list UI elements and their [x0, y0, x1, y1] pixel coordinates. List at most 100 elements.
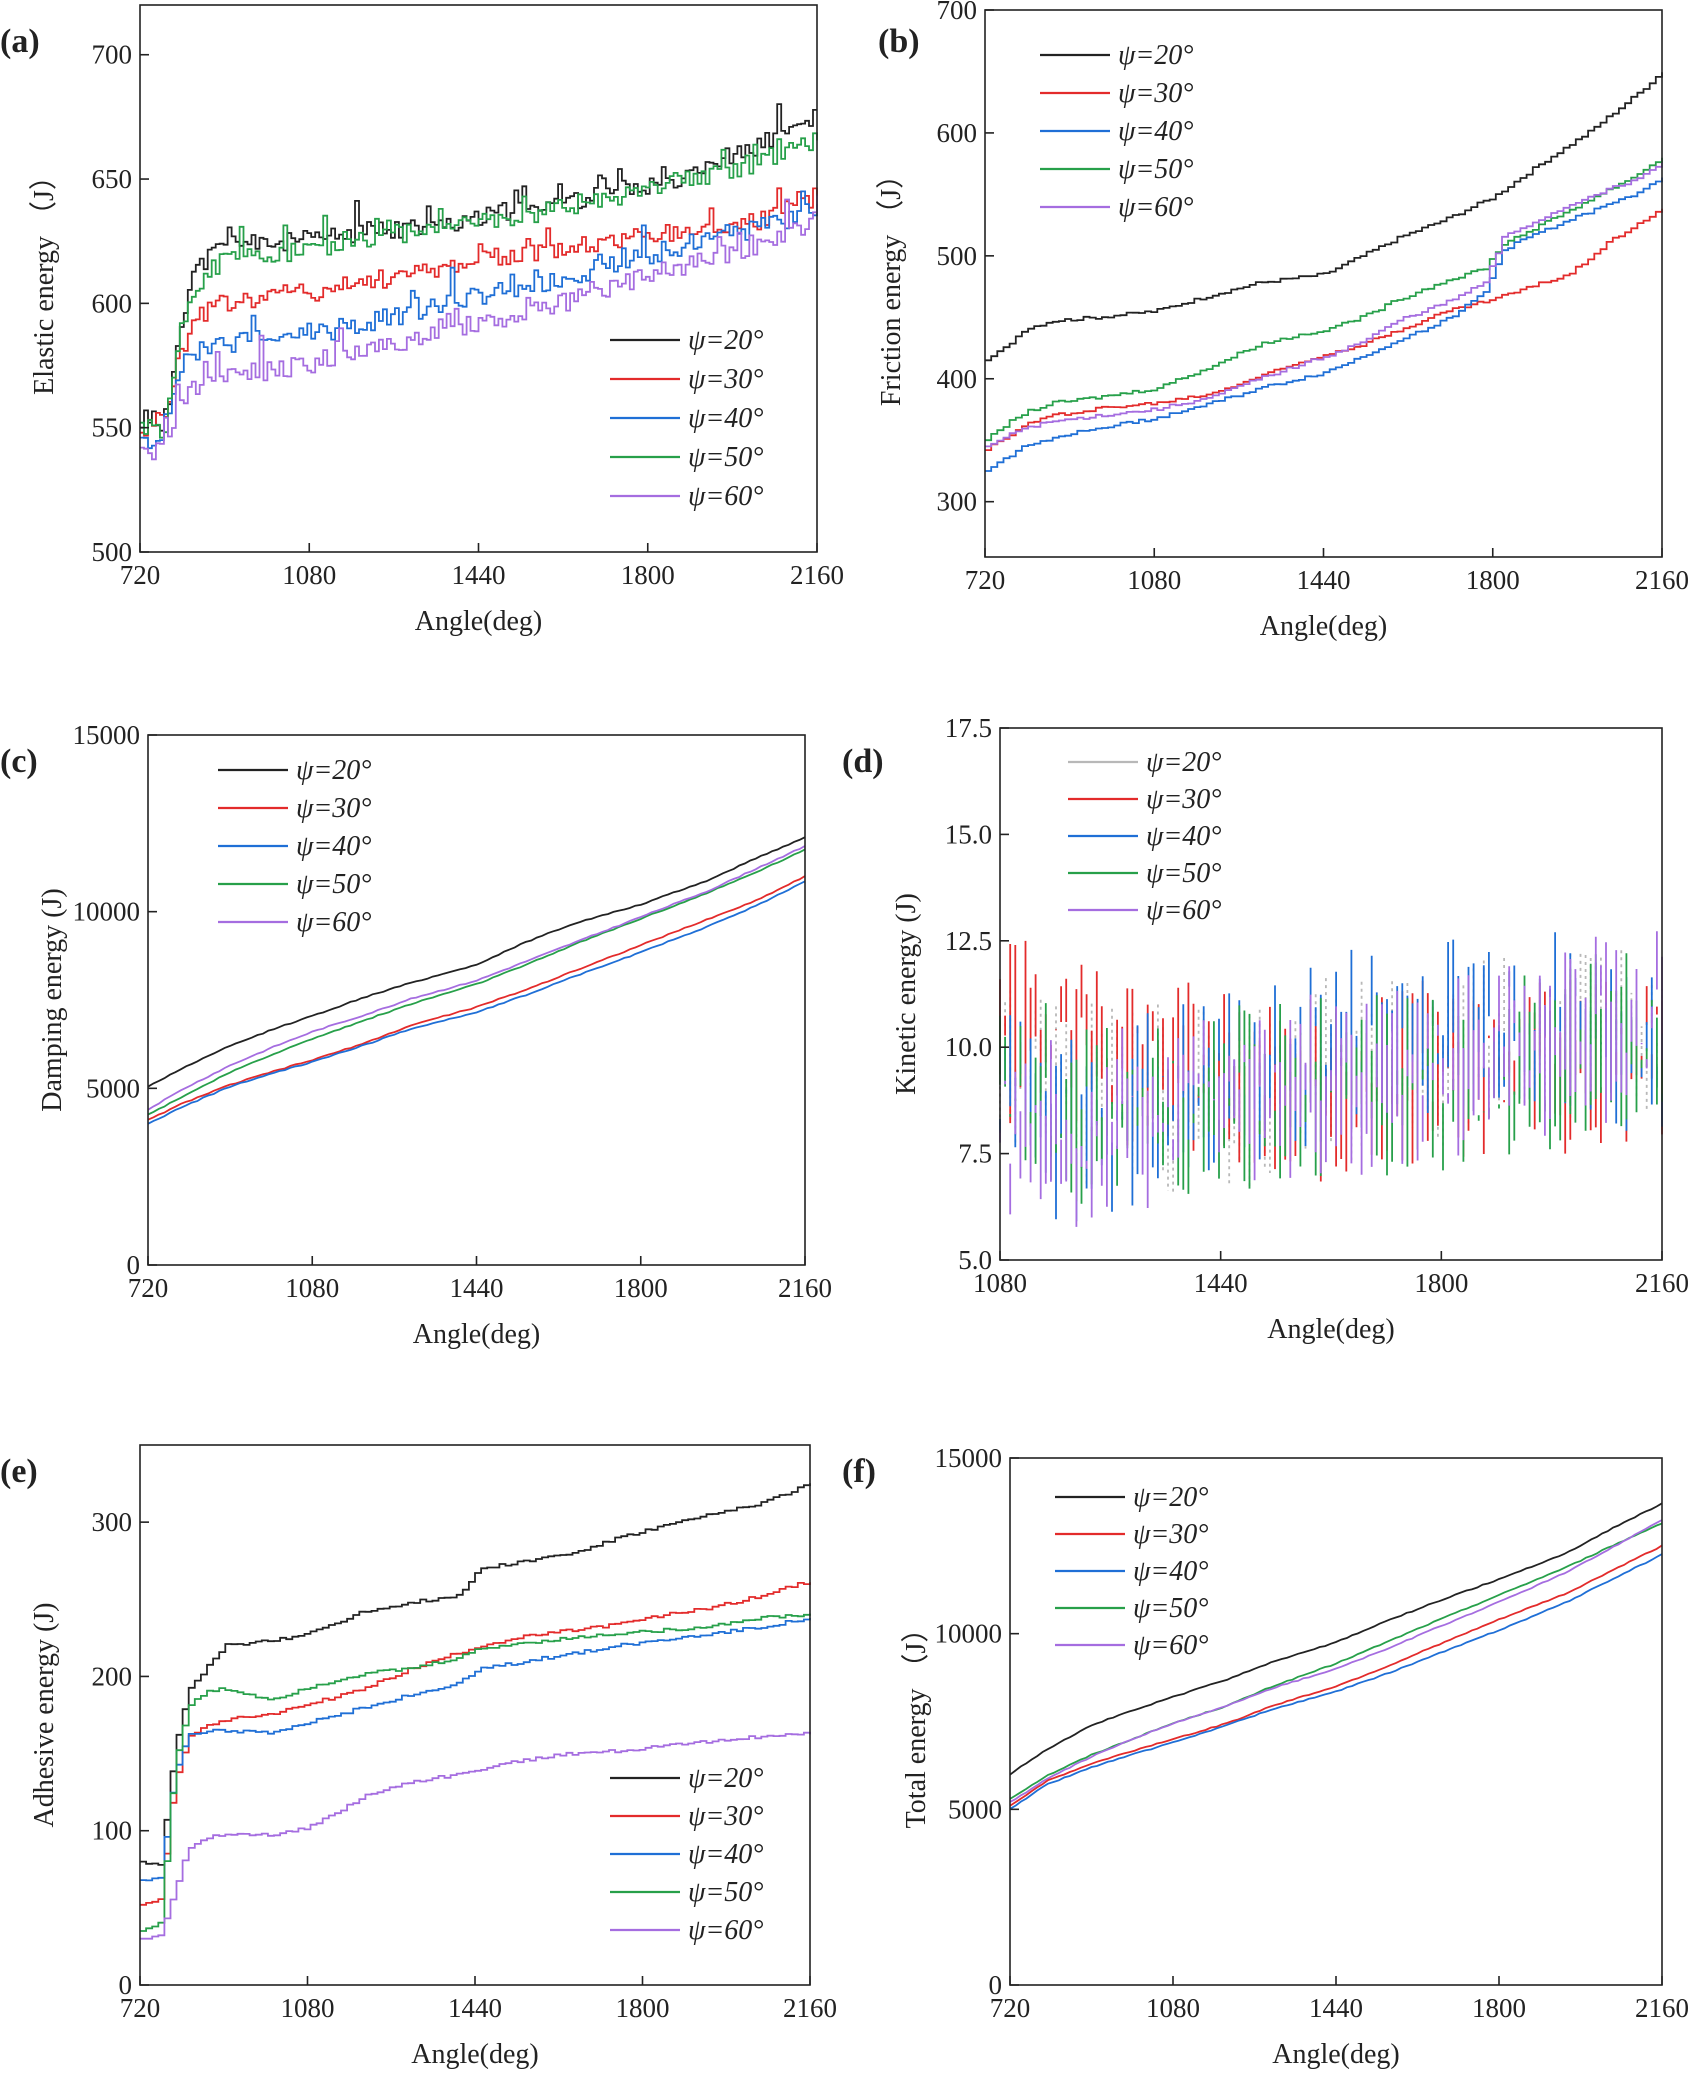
x-tick-label: 1080 — [285, 1273, 339, 1303]
x-tick-label: 1080 — [282, 560, 336, 590]
legend-entry: ψ=60° — [1146, 895, 1221, 926]
x-tick-label: 2160 — [783, 1993, 837, 2023]
panel-label: (e) — [0, 1453, 38, 1490]
y-tick-label: 300 — [937, 487, 978, 517]
series-line-2 — [140, 1582, 811, 1906]
legend-entry: ψ=60° — [688, 481, 763, 512]
series-line-2 — [985, 208, 1663, 451]
legend: ψ=20° ψ=30° ψ=40° ψ=50° ψ=60° — [218, 755, 371, 938]
x-tick-label: 1440 — [1309, 1993, 1363, 2023]
y-tick-label: 5.0 — [958, 1245, 992, 1275]
legend-entry: ψ=60° — [688, 1915, 763, 1946]
panel-label: (d) — [842, 743, 884, 780]
panel-c: 720 1080 1440 1800 2160 0 5000 10000 15000 Angle(… — [0, 720, 832, 1350]
legend-entry: ψ=50° — [1146, 858, 1221, 889]
series-line-1 — [147, 836, 806, 1088]
x-tick-label: 720 — [120, 560, 161, 590]
series-line-2 — [1009, 1544, 1663, 1807]
y-tick-label: 600 — [92, 288, 133, 318]
series-line-3 — [1009, 1553, 1663, 1810]
legend-entry: ψ=60° — [296, 907, 371, 938]
x-tick-label: 1800 — [1466, 565, 1520, 595]
x-tick-label: 1800 — [1414, 1268, 1468, 1298]
legend-entry: ψ=50° — [296, 869, 371, 900]
panel-label: (a) — [0, 23, 40, 60]
x-tick-label: 1800 — [621, 560, 675, 590]
x-tick-label: 1080 — [973, 1268, 1027, 1298]
series-line-4 — [147, 848, 806, 1116]
y-tick-label: 600 — [937, 118, 978, 148]
x-axis-title: Angle(deg) — [1260, 611, 1388, 642]
x-tick-label: 1440 — [448, 1993, 502, 2023]
series-line-5 — [999, 931, 1663, 1227]
y-tick-label: 15000 — [73, 720, 141, 750]
y-axis-title: Total energy （J） — [900, 1615, 932, 1829]
series-line-2 — [147, 875, 806, 1121]
x-tick-label: 720 — [128, 1273, 169, 1303]
legend-entry: ψ=40° — [688, 403, 763, 434]
legend-entry: ψ=40° — [1146, 821, 1221, 852]
x-tick-label: 1440 — [450, 1273, 504, 1303]
legend-entry: ψ=20° — [1146, 747, 1221, 778]
y-axis-title: Adhesive energy (J) — [29, 1603, 60, 1828]
plot-frame — [147, 734, 806, 1266]
series-line-4 — [140, 1613, 811, 1932]
y-tick-label: 15.0 — [945, 819, 992, 849]
x-tick-label: 1080 — [1127, 565, 1181, 595]
x-tick-label: 720 — [965, 565, 1006, 595]
y-tick-label: 10.0 — [945, 1032, 992, 1062]
series-line-5 — [985, 162, 1663, 448]
x-tick-label: 2160 — [1635, 1993, 1689, 2023]
y-tick-label: 5000 — [86, 1073, 140, 1103]
panel-d: 1080 1440 1800 2160 5.0 7.5 10.0 12.5 15.0 17.5 An… — [842, 713, 1689, 1345]
legend-entry: ψ=60° — [1133, 1630, 1208, 1661]
legend-entry: ψ=60° — [1118, 192, 1193, 223]
legend: ψ=20° ψ=30° ψ=40° ψ=50° ψ=60° — [610, 325, 763, 512]
y-axis-title: Elastic energy （J） — [28, 162, 60, 395]
legend-entry: ψ=50° — [688, 442, 763, 473]
series-line-5 — [147, 845, 806, 1111]
series-line-3 — [140, 190, 818, 450]
legend-entry: ψ=20° — [688, 325, 763, 356]
y-tick-label: 500 — [937, 241, 978, 271]
series-line-3 — [147, 880, 806, 1125]
panel-a: 720 1080 1440 1800 2160 500 550 600 650 700 Angle(… — [0, 4, 844, 637]
x-tick-label: 1440 — [1297, 565, 1351, 595]
y-tick-label: 0 — [127, 1250, 141, 1280]
x-tick-label: 1800 — [614, 1273, 668, 1303]
panel-b: 720 1080 1440 1800 2160 300 400 500 600 700 Angle(… — [875, 0, 1689, 642]
legend-entry: ψ=40° — [1118, 116, 1193, 147]
legend-entry: ψ=30° — [296, 793, 371, 824]
series-line-1 — [1009, 1502, 1663, 1776]
legend-entry: ψ=20° — [1118, 40, 1193, 71]
legend-entry: ψ=30° — [1133, 1519, 1208, 1550]
y-axis-title: Friction energy （J） — [875, 161, 907, 406]
series-line-1 — [140, 1483, 811, 1866]
series-line-1 — [985, 72, 1663, 362]
series-line-4 — [140, 132, 818, 439]
y-tick-label: 650 — [92, 164, 133, 194]
y-axis-title: Kinetic energy (J) — [891, 893, 922, 1095]
legend-entry: ψ=40° — [1133, 1556, 1208, 1587]
x-tick-label: 720 — [990, 1993, 1031, 2023]
legend-entry: ψ=30° — [688, 1801, 763, 1832]
series-line-5 — [140, 1731, 811, 1940]
legend-entry: ψ=50° — [1118, 154, 1193, 185]
x-tick-label: 2160 — [1635, 565, 1689, 595]
series-line-4 — [985, 157, 1663, 442]
legend-entry: ψ=40° — [296, 831, 371, 862]
series-line-3 — [140, 1618, 811, 1882]
x-axis-title: Angle(deg) — [413, 1319, 541, 1350]
x-axis-title: Angle(deg) — [1272, 2039, 1400, 2070]
y-tick-label: 10000 — [935, 1619, 1003, 1649]
x-tick-label: 1080 — [1146, 1993, 1200, 2023]
x-tick-label: 1440 — [1194, 1268, 1248, 1298]
legend-entry: ψ=30° — [1118, 78, 1193, 109]
legend-entry: ψ=20° — [296, 755, 371, 786]
panel-e: 720 1080 1440 1800 2160 0 100 200 300 Angle(deg) A… — [0, 1444, 837, 2070]
y-tick-label: 0 — [989, 1970, 1003, 2000]
legend-entry: ψ=50° — [688, 1877, 763, 1908]
series-line-3 — [985, 177, 1663, 472]
x-tick-label: 1800 — [1472, 1993, 1526, 2023]
plot-frame — [999, 727, 1663, 1261]
